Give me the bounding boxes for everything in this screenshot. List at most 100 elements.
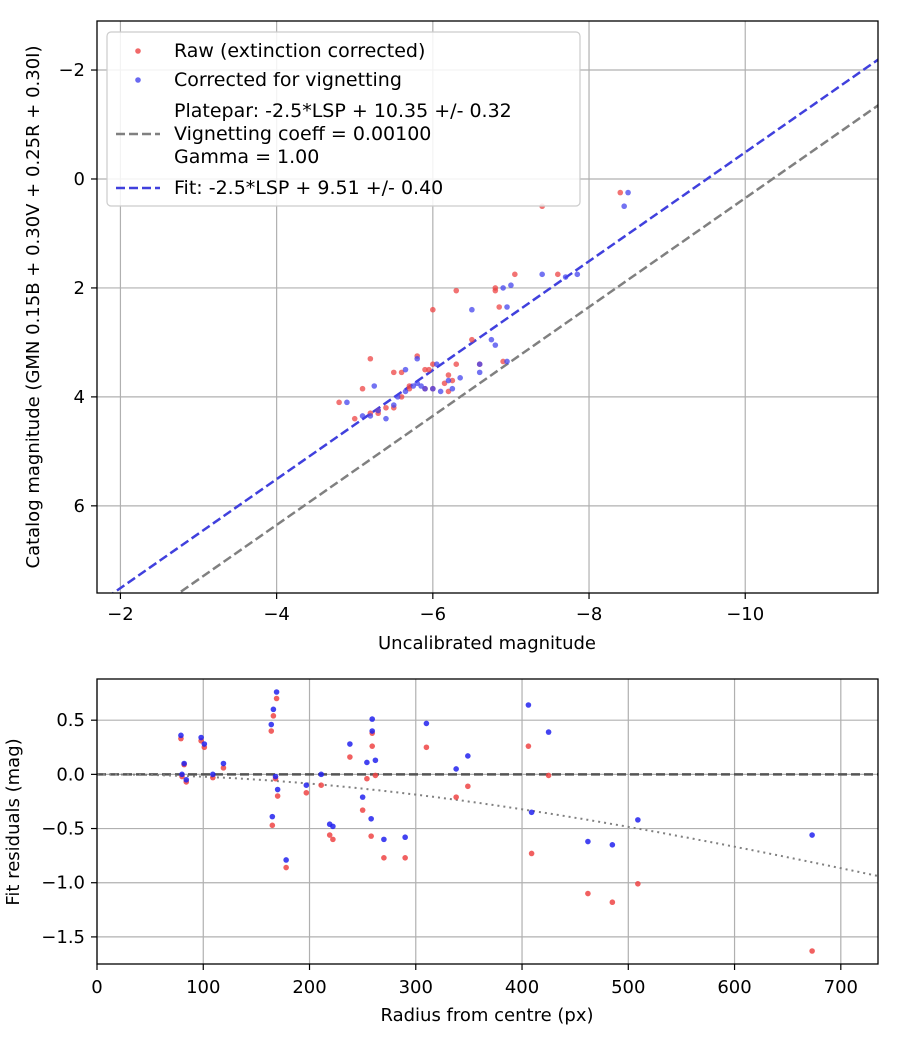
raw-residual-point	[330, 836, 336, 843]
corrected-residual-point	[609, 841, 616, 848]
raw-data-point	[441, 380, 448, 387]
raw-residual-point	[423, 744, 430, 751]
bottom-x-tick-label: 300	[399, 977, 433, 998]
corrected-residual-point	[423, 720, 430, 727]
raw-residual-point	[402, 855, 408, 861]
top-x-tick-label: −2	[107, 604, 134, 625]
raw-data-point	[430, 361, 436, 368]
raw-residual-point	[274, 793, 281, 799]
corrected-data-point	[562, 274, 569, 280]
bottom-x-tick-label: 100	[186, 977, 220, 998]
corrected-residual-point	[210, 771, 216, 778]
bottom-x-tick-label: 0	[91, 977, 102, 998]
raw-data-point	[426, 366, 432, 373]
corrected-data-point	[414, 380, 421, 387]
raw-residual-point	[269, 822, 276, 829]
raw-data-point	[617, 189, 624, 196]
corrected-residual-point	[347, 741, 353, 747]
raw-data-point	[469, 336, 475, 343]
corrected-data-point	[371, 383, 378, 389]
magnitude-calibration-chart: −2 −4 −6 −8 −10 −2 0 2 4 6 Uncalibrated magnitud…	[23, 20, 879, 654]
corrected-data-point	[430, 385, 436, 392]
legend-corrected-label: Corrected for vignetting	[174, 69, 402, 91]
legend-corrected-marker	[135, 77, 141, 83]
corrected-data-point	[508, 282, 514, 289]
corrected-residual-point	[201, 741, 208, 747]
corrected-data-point	[445, 377, 452, 384]
bottom-axes-frame	[96, 678, 879, 965]
raw-data-point	[390, 369, 397, 376]
legend: Raw (extinction corrected) Corrected for…	[106, 31, 581, 207]
corrected-residual-point	[368, 815, 374, 822]
corrected-data-point	[574, 271, 581, 278]
corrected-residual-point	[268, 721, 275, 728]
corrected-data-point	[433, 361, 440, 368]
corrected-data-point	[394, 394, 401, 400]
corrected-data-point	[500, 285, 506, 291]
corrected-data-point	[422, 385, 428, 392]
corrected-residual-point	[272, 773, 279, 780]
bottom-x-axis-label: Radius from centre (px)	[380, 1005, 593, 1026]
corrected-residual-point	[179, 771, 185, 778]
corrected-data-point	[414, 355, 421, 362]
bottom-grid	[96, 679, 878, 964]
legend-platepar-line2: Vignetting coeff = 0.00100	[174, 123, 431, 145]
raw-data-point	[500, 358, 506, 365]
raw-residual-point	[545, 772, 552, 779]
corrected-residual-point	[330, 823, 336, 830]
legend-raw-label: Raw (extinction corrected)	[174, 40, 425, 62]
corrected-data-point	[449, 385, 456, 392]
corrected-data-point	[476, 361, 483, 368]
raw-residual-point	[465, 783, 471, 790]
corrected-residual-point	[274, 786, 281, 793]
legend-platepar-line3: Gamma = 1.00	[174, 146, 319, 168]
corrected-residual-point	[525, 702, 532, 708]
legend-platepar-line1: Platepar: -2.5*LSP + 10.35 +/- 0.32	[174, 100, 512, 122]
corrected-residual-point	[381, 836, 387, 843]
raw-residual-point	[326, 832, 333, 838]
raw-data-point	[445, 372, 452, 378]
raw-data-point	[406, 383, 413, 389]
corrected-residual-point	[528, 809, 535, 816]
top-y-tick-label: 6	[74, 496, 85, 517]
legend-box	[106, 31, 581, 207]
raw-data-point	[430, 306, 436, 313]
corrected-residual-point	[273, 689, 280, 695]
corrected-residual-point	[303, 782, 310, 788]
raw-data-point	[445, 388, 452, 395]
corrected-residual-point	[635, 817, 641, 823]
bottom-x-tick-label: 700	[824, 977, 858, 998]
raw-residual-point	[364, 775, 370, 782]
top-x-tick-label: −8	[576, 604, 603, 625]
corrected-residual-point	[402, 834, 408, 841]
raw-residual-point	[609, 899, 616, 906]
corrected-residual-point	[183, 776, 190, 783]
raw-residual-point	[270, 713, 277, 719]
raw-residual-point	[273, 695, 280, 702]
raw-data-point	[336, 399, 342, 406]
raw-data-point	[359, 385, 366, 392]
residuals-chart: 0 100 200 300 400 500 600 700 0.5 0.0 −0.5 −1.0 −1.…	[3, 678, 879, 1026]
bottom-y-tick-label: −1.5	[41, 927, 85, 948]
corrected-residual-point	[585, 838, 591, 845]
raw-residual-point	[635, 881, 641, 887]
raw-residual-point	[528, 850, 535, 857]
raw-data-point	[398, 369, 405, 376]
corrected-data-point	[504, 304, 510, 310]
corrected-data-point	[359, 413, 366, 419]
raw-data-point	[554, 271, 561, 278]
corrected-data-point	[625, 189, 631, 196]
corrected-data-point	[457, 375, 463, 381]
corrected-data-point	[383, 415, 389, 422]
corrected-residual-point	[198, 734, 204, 741]
top-y-axis-label: Catalog magnitude (GMN 0.15B + 0.30V + 0…	[23, 45, 44, 568]
raw-residual-point	[453, 794, 459, 800]
corrected-residual-point	[220, 760, 227, 767]
raw-data-point	[496, 304, 503, 310]
top-x-tick-label: −6	[420, 604, 447, 625]
top-y-tick-label: 0	[74, 169, 85, 190]
raw-data-point	[492, 285, 499, 291]
corrected-data-point	[504, 358, 510, 365]
corrected-residual-point	[269, 813, 276, 820]
raw-residual-point	[303, 789, 310, 796]
